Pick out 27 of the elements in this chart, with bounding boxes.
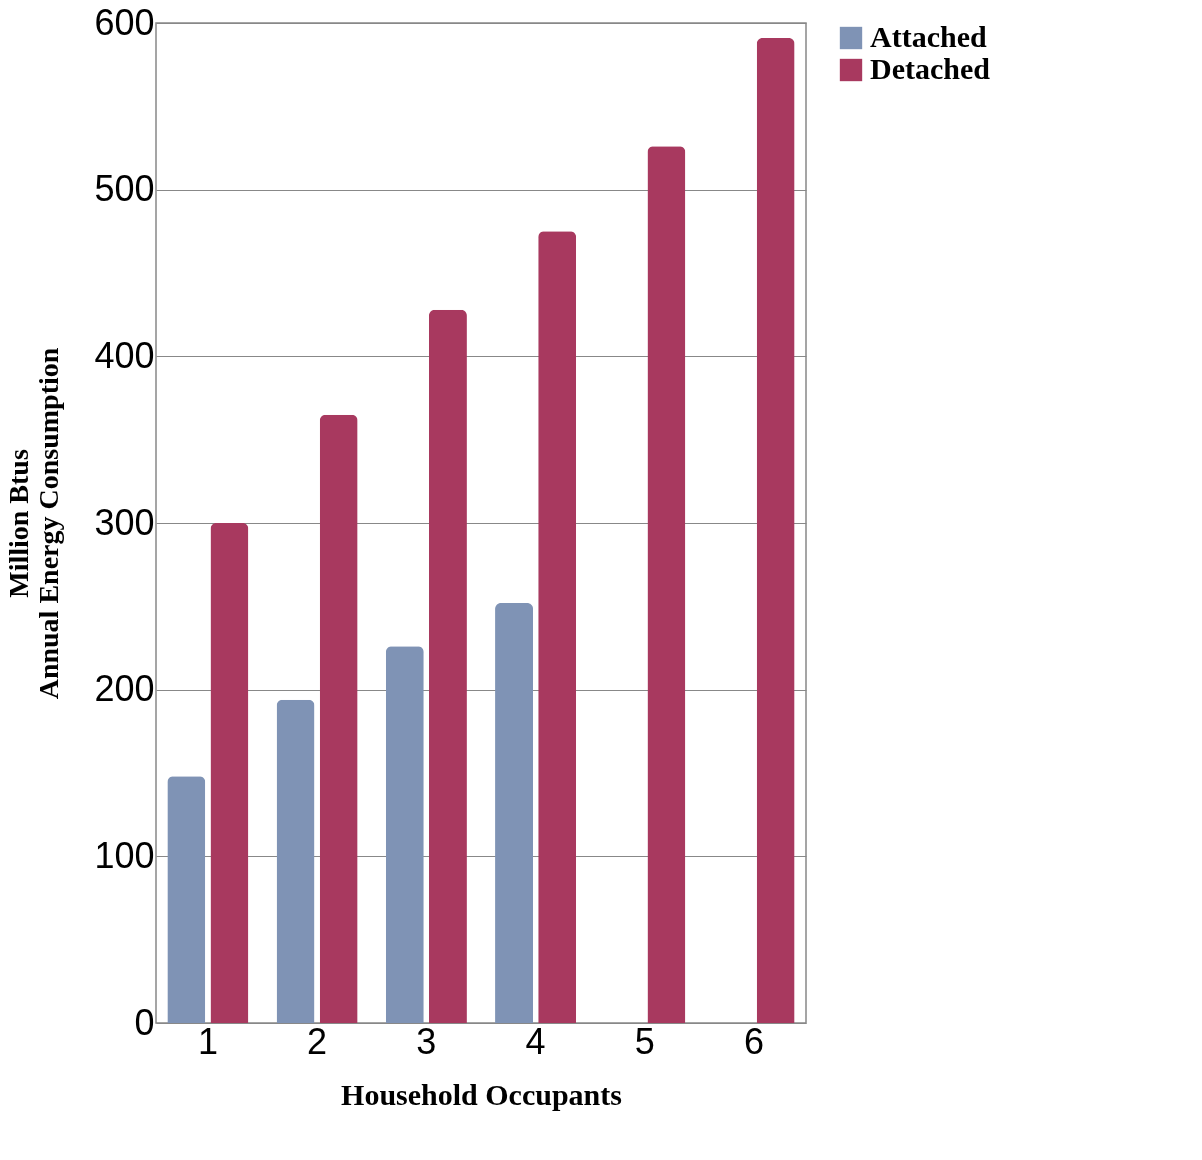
bar (538, 231, 577, 1023)
legend-label: Detached (870, 52, 991, 85)
y-axis-title: Million Btus Annual Energy Consumption (3, 347, 65, 700)
y-tick-label: 300 (94, 501, 155, 543)
x-axis-title: Household Occupants (341, 1077, 622, 1111)
bar (495, 603, 534, 1023)
bar (385, 646, 424, 1023)
x-tick-label: 5 (634, 1020, 655, 1062)
y-tick-label: 400 (94, 334, 155, 376)
y-tick-label: 200 (94, 668, 155, 710)
legend-label: Attached (870, 20, 987, 53)
x-tick-label: 1 (197, 1020, 218, 1062)
bar (167, 776, 206, 1023)
bar (319, 414, 358, 1023)
bar (428, 309, 467, 1023)
bar (210, 523, 249, 1023)
bar (276, 699, 315, 1023)
y-tick-label: 0 (134, 1001, 155, 1043)
y-tick-label: 100 (94, 834, 155, 876)
bar (647, 146, 686, 1023)
x-tick-label: 6 (744, 1020, 765, 1062)
y-tick-label: 500 (94, 168, 155, 210)
x-tick-label: 4 (525, 1020, 546, 1062)
y-tick-label: 600 (94, 1, 155, 43)
x-tick-label: 2 (307, 1020, 328, 1062)
x-tick-label: 3 (416, 1020, 437, 1062)
bar (756, 38, 795, 1023)
